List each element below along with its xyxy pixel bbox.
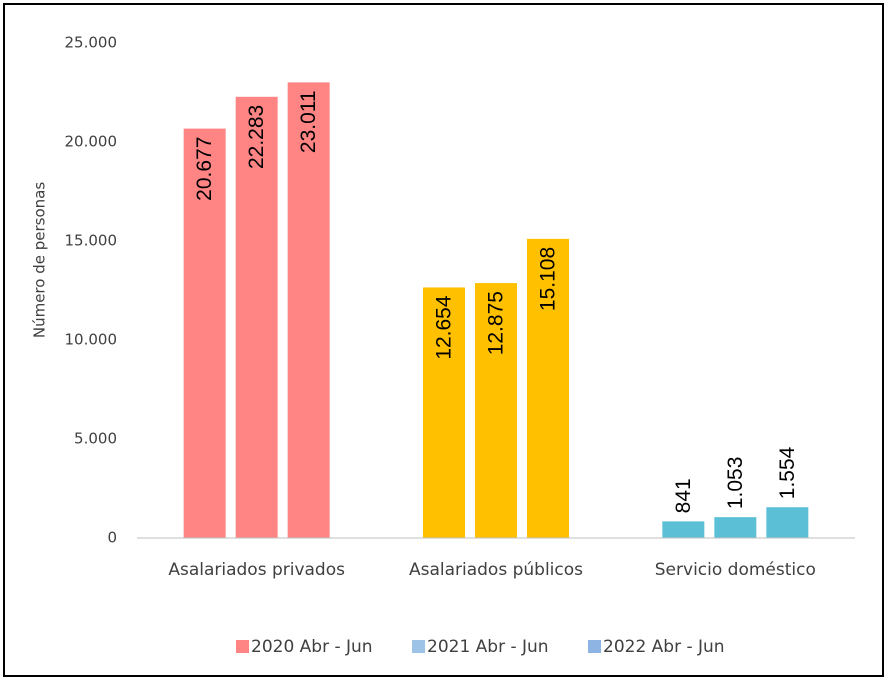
value-label: 22.283: [245, 105, 268, 169]
x-tick-label: Servicio doméstico: [655, 560, 816, 580]
legend-swatch: [236, 640, 249, 653]
x-tick-label: Asalariados públicos: [409, 560, 583, 580]
bar: [766, 507, 809, 538]
legend-label: 2020 Abr - Jun: [251, 637, 373, 657]
y-tick-label: 25.000: [65, 34, 118, 52]
bar: [662, 521, 705, 538]
bar: [235, 96, 278, 538]
legend-label: 2022 Abr - Jun: [603, 637, 725, 657]
legend-swatch: [588, 640, 601, 653]
value-label: 12.654: [433, 295, 456, 360]
y-tick-label: 5.000: [74, 430, 117, 448]
x-tick-label: Asalariados privados: [168, 560, 345, 580]
y-tick-label: 15.000: [65, 232, 118, 250]
bar: [714, 517, 757, 538]
value-label: 20.677: [193, 137, 216, 201]
bar: [527, 238, 569, 538]
bar: [287, 82, 330, 538]
value-label: 15.108: [537, 247, 560, 311]
y-tick-label: 10.000: [65, 331, 118, 349]
y-tick-label: 0: [107, 529, 117, 547]
value-label: 1.554: [776, 446, 799, 499]
value-label: 1.053: [724, 457, 747, 510]
legend-swatch: [412, 640, 425, 653]
value-label: 12.875: [485, 291, 508, 355]
y-tick-label: 20.000: [65, 133, 118, 151]
y-axis-label: Número de personas: [31, 182, 49, 338]
bar: [423, 287, 465, 538]
bar: [183, 128, 226, 538]
value-label: 23.011: [297, 90, 320, 153]
bar: [475, 283, 517, 538]
value-label: 841: [672, 478, 695, 513]
legend-label: 2021 Abr - Jun: [427, 637, 549, 657]
